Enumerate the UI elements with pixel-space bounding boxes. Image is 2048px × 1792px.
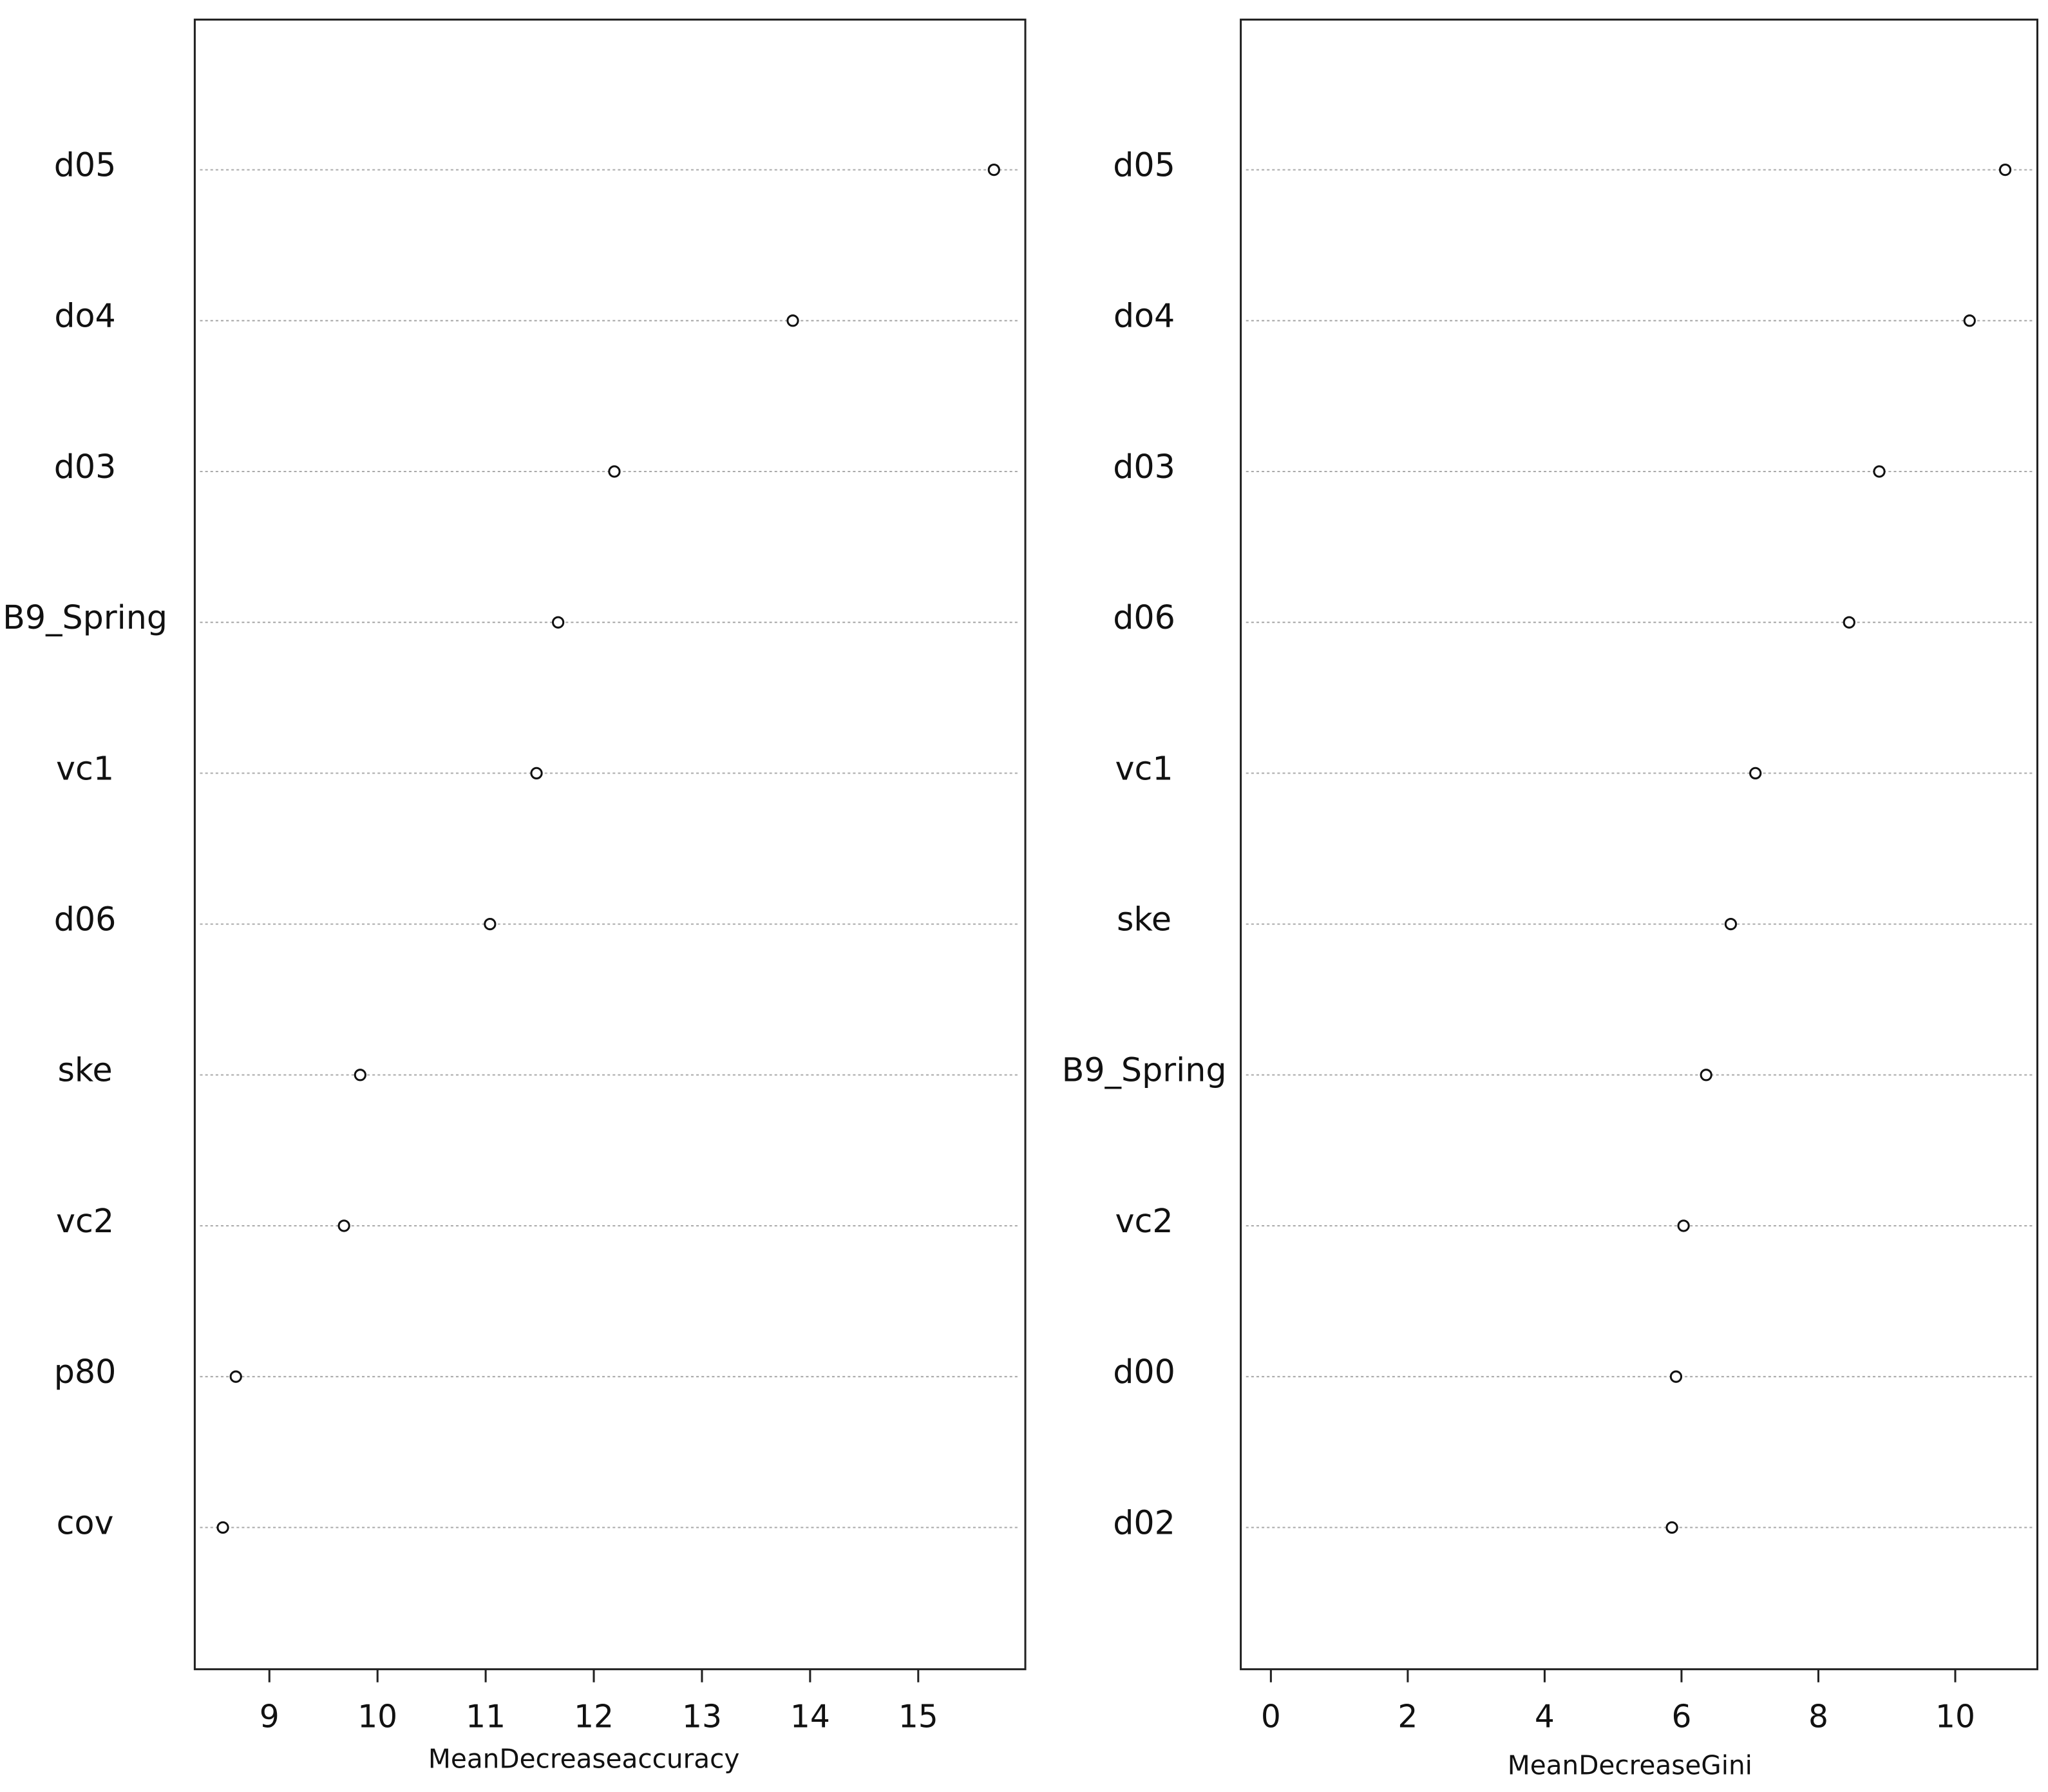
x-tick-label: 11: [466, 1699, 506, 1735]
dot: [1700, 1069, 1712, 1082]
dot: [1963, 314, 1976, 327]
y-tick-label: ske: [58, 1051, 113, 1089]
dot: [1724, 917, 1738, 931]
x-tick-label: 9: [260, 1699, 280, 1735]
x-tick-label: 13: [682, 1699, 722, 1735]
y-tick-label: B9_Spring: [1062, 1051, 1227, 1089]
y-tick-label: d06: [1113, 598, 1175, 636]
x-axis-label: MeanDecreaseaccuracy: [428, 1743, 740, 1774]
dot: [608, 465, 621, 478]
x-axis-label: MeanDecreaseGini: [1508, 1749, 1752, 1780]
dot: [337, 1219, 350, 1232]
x-tick-label: 10: [357, 1699, 397, 1735]
dot: [987, 163, 1000, 176]
y-tick-label: p80: [54, 1353, 117, 1391]
y-tick-label: d03: [54, 448, 117, 486]
y-tick-label: d02: [1113, 1503, 1175, 1541]
plot-frame: [193, 18, 1027, 1670]
x-tick-label: 14: [790, 1699, 830, 1735]
plot-frame: [1240, 18, 2039, 1670]
dot: [1998, 163, 2012, 176]
y-tick-label: ske: [1117, 901, 1171, 939]
x-tick-label: 2: [1398, 1699, 1417, 1735]
x-tick-label: 10: [1935, 1699, 1975, 1735]
dot: [229, 1370, 242, 1383]
x-tick-label: 6: [1671, 1699, 1691, 1735]
dot: [1665, 1521, 1678, 1534]
y-tick-label: B9_Spring: [3, 598, 167, 636]
dot: [530, 767, 543, 780]
dot: [354, 1069, 366, 1082]
y-tick-label: d05: [54, 146, 117, 184]
dot: [1669, 1370, 1683, 1383]
dot: [1843, 616, 1855, 629]
y-tick-label: do4: [1114, 297, 1175, 335]
dot: [1873, 465, 1886, 478]
dot: [786, 314, 799, 327]
dot: [484, 917, 497, 931]
y-tick-label: d06: [54, 901, 117, 939]
y-tick-label: vc2: [1115, 1202, 1173, 1240]
y-tick-label: vc1: [56, 749, 114, 787]
x-tick-label: 0: [1261, 1699, 1281, 1735]
x-tick-label: 8: [1808, 1699, 1828, 1735]
y-tick-label: cov: [57, 1503, 114, 1541]
dot: [216, 1521, 229, 1534]
dot: [1749, 767, 1762, 780]
y-tick-label: vc2: [56, 1202, 114, 1240]
dot: [1677, 1219, 1690, 1232]
y-tick-label: do4: [54, 297, 115, 335]
x-tick-label: 15: [898, 1699, 938, 1735]
y-tick-label: d00: [1113, 1353, 1175, 1391]
dot: [551, 616, 565, 629]
y-tick-label: vc1: [1115, 749, 1173, 787]
x-tick-label: 12: [574, 1699, 614, 1735]
y-tick-label: d03: [1113, 448, 1175, 486]
y-tick-label: d05: [1113, 146, 1175, 184]
x-tick-label: 4: [1535, 1699, 1555, 1735]
